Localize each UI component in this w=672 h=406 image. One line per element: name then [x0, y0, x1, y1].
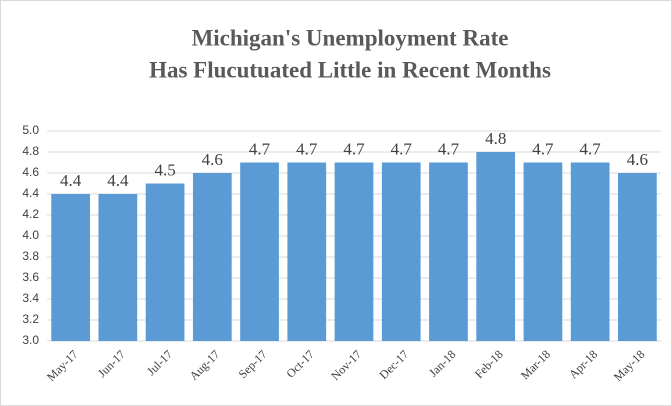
bar [334, 162, 374, 341]
bar [523, 162, 563, 341]
bar [51, 194, 90, 341]
y-tick-label: 4.4 [22, 186, 39, 200]
data-label: 4.8 [485, 129, 506, 148]
data-label: 4.6 [202, 150, 223, 169]
chart-title: Michigan's Unemployment Rate [192, 25, 509, 50]
bar [192, 173, 232, 341]
bar [240, 162, 279, 341]
data-label: 4.7 [391, 139, 413, 158]
y-tick-label: 4.0 [22, 228, 39, 242]
y-tick-label: 5.0 [22, 123, 39, 137]
y-tick-label: 4.6 [22, 165, 39, 179]
bar [381, 162, 421, 341]
y-tick-label: 3.0 [22, 333, 39, 347]
y-tick-label: 3.2 [22, 312, 39, 326]
y-tick-label: 4.8 [22, 144, 39, 158]
chart-title: Has Flucutuated Little in Recent Months [149, 57, 551, 82]
y-tick-label: 4.2 [22, 207, 39, 221]
bar [429, 162, 468, 341]
y-tick-label: 3.6 [22, 270, 39, 284]
data-label: 4.6 [627, 150, 648, 169]
bar [570, 162, 610, 341]
data-label: 4.7 [580, 139, 602, 158]
data-label: 4.4 [60, 171, 82, 190]
data-label: 4.7 [438, 139, 460, 158]
y-tick-label: 3.4 [22, 291, 39, 305]
data-label: 4.7 [343, 139, 365, 158]
data-label: 4.7 [296, 139, 318, 158]
bar [287, 162, 327, 341]
y-tick-label: 3.8 [22, 249, 39, 263]
bar [476, 152, 516, 341]
data-label: 4.7 [532, 139, 554, 158]
bar [618, 173, 657, 341]
data-label: 4.4 [107, 171, 129, 190]
bar [145, 183, 185, 341]
data-label: 4.7 [249, 139, 271, 158]
data-label: 4.5 [154, 160, 175, 179]
bar [98, 194, 138, 341]
